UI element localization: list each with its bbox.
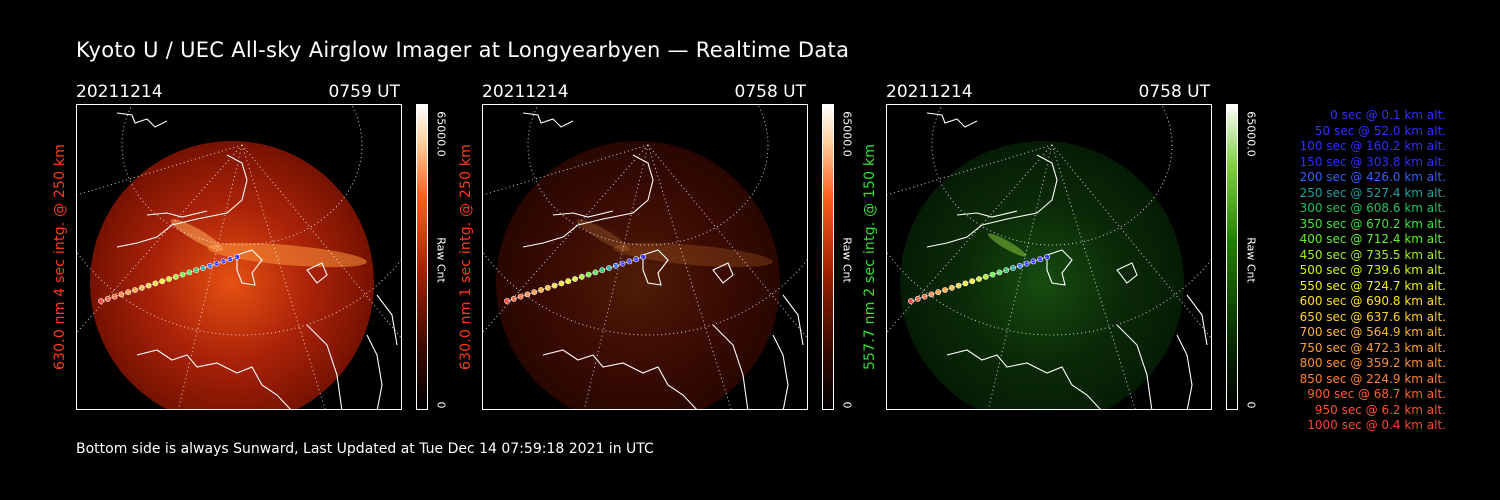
colorbar — [416, 104, 428, 410]
longitude-line — [647, 144, 807, 339]
allsky-image — [76, 104, 402, 410]
legend-entry: 850 sec @ 224.9 km alt. — [1299, 371, 1446, 386]
latitude-circle — [527, 105, 769, 246]
trajectory-legend: 0 sec @ 0.1 km alt. 50 sec @ 52.0 km alt.… — [1250, 108, 1446, 434]
coastline — [712, 262, 734, 284]
latitude-circle — [121, 105, 363, 246]
legend-entry: 500 sec @ 739.6 km alt. — [1299, 263, 1446, 277]
coastline — [1046, 249, 1073, 286]
legend-entry: 100 sec @ 160.2 km alt. — [1299, 139, 1446, 153]
colorbar — [822, 104, 834, 410]
imager-panel-3: 20211214 0758 UT 557.7 nm 2 sec intg. @ 15… — [862, 80, 1326, 440]
panel-date: 20211214 — [886, 82, 973, 102]
longitude-line — [1051, 144, 1211, 339]
coastline — [956, 210, 1018, 218]
aurora-band — [207, 242, 367, 268]
imager-panel-2: 20211214 0758 UT 630.0 nm 1 sec intg. @ 25… — [458, 80, 922, 440]
legend-entry: 550 sec @ 724.7 km alt. — [1299, 278, 1446, 293]
coastline — [712, 324, 749, 409]
coastline — [1176, 334, 1193, 409]
aurora-arc — [576, 219, 630, 251]
colorbar-min-label: 0 — [840, 401, 854, 409]
coastline — [926, 154, 1058, 248]
coastline — [236, 249, 263, 286]
panel-wavelength-label: 630.0 nm 1 sec intg. @ 250 km — [458, 143, 474, 371]
legend-entry: 400 sec @ 712.4 km alt. — [1299, 232, 1446, 246]
panel-time: 0759 UT — [328, 82, 401, 102]
legend-entry: 800 sec @ 359.2 km alt. — [1299, 356, 1446, 370]
coastline — [946, 349, 1101, 409]
coastline — [116, 112, 168, 128]
allsky-image — [482, 104, 808, 410]
aurora-arc — [987, 233, 1027, 257]
coastline — [772, 334, 789, 409]
legend-entry: 450 sec @ 735.5 km alt. — [1299, 247, 1446, 262]
coastline — [116, 154, 248, 248]
coastline — [642, 249, 669, 286]
coastline — [542, 349, 697, 409]
legend-entry: 350 sec @ 670.2 km alt. — [1299, 216, 1446, 231]
colorbar — [1226, 104, 1238, 410]
panel-date: 20211214 — [76, 82, 163, 102]
coastline — [376, 294, 398, 346]
latitude-circle — [931, 105, 1173, 246]
legend-entry: 50 sec @ 52.0 km alt. — [1314, 123, 1446, 138]
legend-entry: 600 sec @ 690.8 km alt. — [1299, 294, 1446, 308]
colorbar-max-label: 65000.0 — [434, 111, 448, 157]
page-title: Kyoto U / UEC All-sky Airglow Imager at … — [76, 38, 850, 62]
sky-disk — [900, 141, 1184, 409]
longitude-line — [77, 144, 243, 196]
coastline — [306, 324, 343, 409]
footer-status: Bottom side is always Sunward, Last Upda… — [76, 441, 654, 457]
imager-panel-1: 20211214 0759 UT 630.0 nm 4 sec intg. @ 25… — [52, 80, 516, 440]
legend-entry: 300 sec @ 608.6 km alt. — [1299, 201, 1446, 215]
colorbar-min-label: 0 — [434, 401, 448, 409]
legend-entry: 0 sec @ 0.1 km alt. — [1330, 108, 1446, 122]
coastline — [136, 349, 291, 409]
legend-entry: 150 sec @ 303.8 km alt. — [1299, 154, 1446, 169]
sky-disk — [496, 141, 780, 409]
coastline — [926, 112, 978, 128]
longitude-line — [483, 144, 649, 196]
panel-wavelength-label: 557.7 nm 2 sec intg. @ 150 km — [862, 143, 878, 371]
coastline — [1116, 324, 1153, 409]
legend-entry: 250 sec @ 527.4 km alt. — [1299, 185, 1446, 200]
coastline — [522, 154, 654, 248]
coastline — [782, 294, 804, 346]
sky-disk — [90, 141, 374, 409]
trajectory-line — [100, 256, 238, 302]
coastline — [366, 334, 383, 409]
legend-entry: 700 sec @ 564.9 km alt. — [1299, 325, 1446, 339]
legend-entry: 1000 sec @ 0.4 km alt. — [1307, 418, 1446, 432]
coastline — [552, 210, 614, 218]
legend-entry: 750 sec @ 472.3 km alt. — [1299, 340, 1446, 355]
aurora-band — [613, 242, 773, 268]
panel-time: 0758 UT — [734, 82, 807, 102]
coastline — [146, 210, 208, 218]
longitude-line — [887, 144, 1053, 196]
trajectory-line — [506, 256, 644, 302]
coastline — [522, 112, 574, 128]
legend-entry: 900 sec @ 68.7 km alt. — [1307, 387, 1446, 401]
aurora-arc — [170, 219, 224, 251]
legend-entry: 950 sec @ 6.2 km alt. — [1314, 402, 1446, 417]
panel-wavelength-label: 630.0 nm 4 sec intg. @ 250 km — [52, 143, 68, 371]
allsky-image — [886, 104, 1212, 410]
legend-entry: 200 sec @ 426.0 km alt. — [1299, 170, 1446, 184]
colorbar-max-label: 65000.0 — [840, 111, 854, 157]
legend-entry: 650 sec @ 637.6 km alt. — [1299, 309, 1446, 324]
longitude-line — [241, 144, 401, 339]
panel-time: 0758 UT — [1138, 82, 1211, 102]
coastline — [1116, 262, 1138, 284]
colorbar-unit-label: Raw Cnt — [434, 237, 448, 283]
coastline — [1186, 294, 1208, 346]
colorbar-unit-label: Raw Cnt — [840, 237, 854, 283]
trajectory-line — [910, 256, 1048, 302]
panel-date: 20211214 — [482, 82, 569, 102]
coastline — [306, 262, 328, 284]
